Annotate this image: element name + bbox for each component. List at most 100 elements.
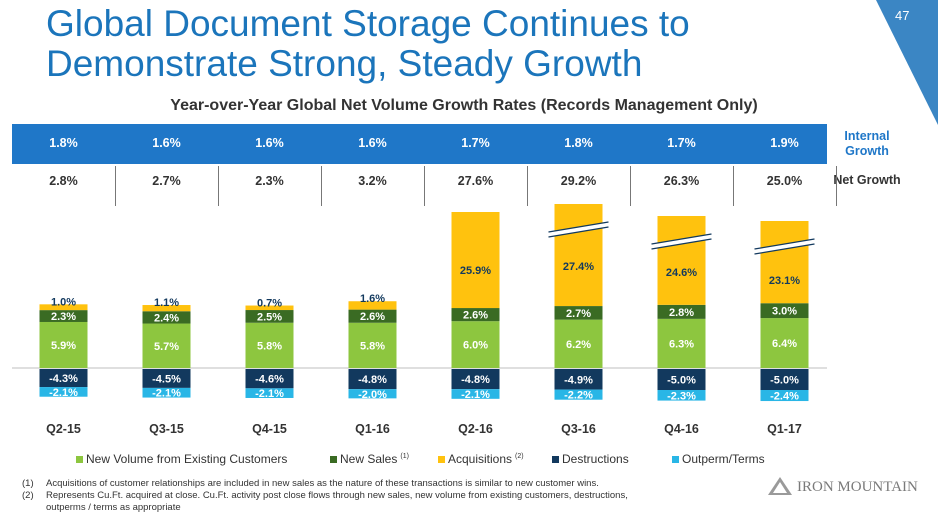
legend-outperm: Outperm/Terms: [672, 452, 765, 466]
bar-new-sales: [39, 310, 88, 322]
bar-new-sales: [348, 309, 397, 323]
label-destructions: -4.5%: [152, 373, 181, 385]
label-new-volume: 5.8%: [360, 340, 385, 352]
title-line-2: Demonstrate Strong, Steady Growth: [46, 43, 643, 84]
category-label: Q2-16: [458, 422, 493, 436]
label-outperm: -2.1%: [461, 389, 490, 401]
label-acquisitions: 24.6%: [666, 267, 697, 279]
label-new-sales: 2.5%: [257, 311, 282, 323]
bar-outperm: [348, 389, 397, 399]
category-label: Q2-15: [46, 422, 81, 436]
bar-new-volume: [657, 318, 706, 368]
internal-growth-cell: 1.6%: [255, 136, 284, 150]
label-new-sales: 2.3%: [51, 311, 76, 323]
bar-acquisitions: [451, 212, 500, 309]
bar-acquisitions: [348, 301, 397, 310]
footnote-1-num: (1): [22, 478, 34, 489]
axis-break-gap: [754, 239, 815, 254]
bar-new-volume: [39, 321, 88, 368]
axis-break-line: [548, 226, 609, 238]
bar-destructions: [760, 369, 809, 390]
net-row-separator: [115, 166, 116, 206]
bar-outperm: [245, 388, 294, 398]
label-acquisitions: 25.9%: [460, 265, 491, 277]
legend-swatch-destructions: [552, 456, 559, 464]
net-growth-label: Net Growth: [833, 173, 901, 187]
legend-label-acquisitions: Acquisitions: [448, 452, 513, 466]
internal-growth-cell: 1.6%: [152, 136, 181, 150]
label-new-sales: 2.7%: [566, 308, 591, 320]
footnote-2-text: Represents Cu.Ft. acquired at close. Cu.…: [46, 490, 628, 501]
bar-acquisitions: [142, 305, 191, 312]
label-new-sales: 2.6%: [360, 311, 385, 323]
label-new-sales: 3.0%: [772, 306, 797, 318]
bar-new-sales: [451, 308, 500, 322]
label-acquisitions: 27.4%: [563, 261, 594, 273]
bar-new-volume: [451, 321, 500, 368]
axis-break-line: [651, 233, 712, 245]
label-outperm: -2.1%: [152, 388, 181, 400]
bar-new-volume: [348, 322, 397, 368]
bar-new-sales: [760, 303, 809, 319]
footnote-1-text: Acquisitions of customer relationships a…: [46, 478, 599, 489]
legend-new-sales: New Sales (1): [330, 452, 409, 466]
legend-swatch-outperm: [672, 456, 679, 464]
label-new-sales: 2.4%: [154, 312, 179, 324]
bar-destructions: [142, 369, 191, 388]
bar-acquisitions: [657, 216, 706, 305]
footnote-2: (2) Represents Cu.Ft. acquired at close. …: [22, 490, 628, 502]
bar-destructions: [245, 369, 294, 389]
net-growth-cell: 25.0%: [766, 174, 803, 188]
internal-growth-band: [12, 124, 827, 164]
bar-new-volume: [760, 318, 809, 368]
label-outperm: -2.1%: [49, 387, 78, 399]
bar-new-volume: [142, 323, 191, 368]
legend-label-new-volume: New Volume from Existing Customers: [86, 452, 288, 466]
bar-destructions: [39, 369, 88, 388]
net-row-separator: [733, 166, 734, 206]
category-label: Q4-16: [664, 422, 699, 436]
category-label: Q1-17: [767, 422, 802, 436]
footnote-1: (1) Acquisitions of customer relationship…: [22, 478, 599, 490]
bar-new-sales: [245, 310, 294, 323]
bar-outperm: [142, 387, 191, 398]
footnote-2-num: (2): [22, 490, 34, 501]
label-acquisitions: 1.1%: [154, 297, 179, 309]
legend-label-destructions: Destructions: [562, 452, 629, 466]
category-label: Q1-16: [355, 422, 390, 436]
net-row-separator: [424, 166, 425, 206]
net-growth-cell: 2.3%: [255, 174, 284, 188]
iron-mountain-logo: IRON MOUNTAIN: [767, 476, 927, 498]
bar-new-volume: [245, 322, 294, 368]
bar-outperm: [760, 390, 809, 402]
label-new-volume: 5.7%: [154, 341, 179, 353]
bar-new-sales: [142, 311, 191, 324]
legend-footnote-acquisitions: (2): [515, 453, 524, 460]
label-outperm: -2.3%: [667, 390, 696, 402]
category-label: Q3-16: [561, 422, 596, 436]
footnote-2-cont-text: outperms / terms as appropriate: [46, 502, 181, 513]
chart-subtitle: Year-over-Year Global Net Volume Growth …: [0, 97, 938, 115]
internal-growth-label: Internal Growth: [844, 129, 890, 158]
axis-break-line: [754, 238, 815, 250]
label-outperm: -2.4%: [770, 391, 799, 403]
net-growth-cell: 2.7%: [152, 174, 181, 188]
axis-break-gap: [548, 222, 609, 237]
internal-growth-cell: 1.8%: [49, 136, 78, 150]
axis-break-gap: [651, 234, 712, 249]
label-new-sales: 2.8%: [669, 307, 694, 319]
category-label: Q4-15: [252, 422, 287, 436]
page-number: 47: [895, 8, 910, 23]
bar-acquisitions: [554, 204, 603, 307]
footnote-2-cont: outperms / terms as appropriate: [22, 502, 181, 514]
net-growth-cell: 27.6%: [457, 174, 494, 188]
net-growth-cell: 29.2%: [560, 174, 597, 188]
label-destructions: -4.8%: [461, 374, 490, 386]
label-acquisitions: 1.0%: [51, 296, 76, 308]
label-new-volume: 6.2%: [566, 339, 591, 351]
axis-break-line: [754, 243, 815, 255]
bar-outperm: [39, 387, 88, 397]
label-new-volume: 6.4%: [772, 338, 797, 350]
bar-acquisitions: [760, 221, 809, 304]
